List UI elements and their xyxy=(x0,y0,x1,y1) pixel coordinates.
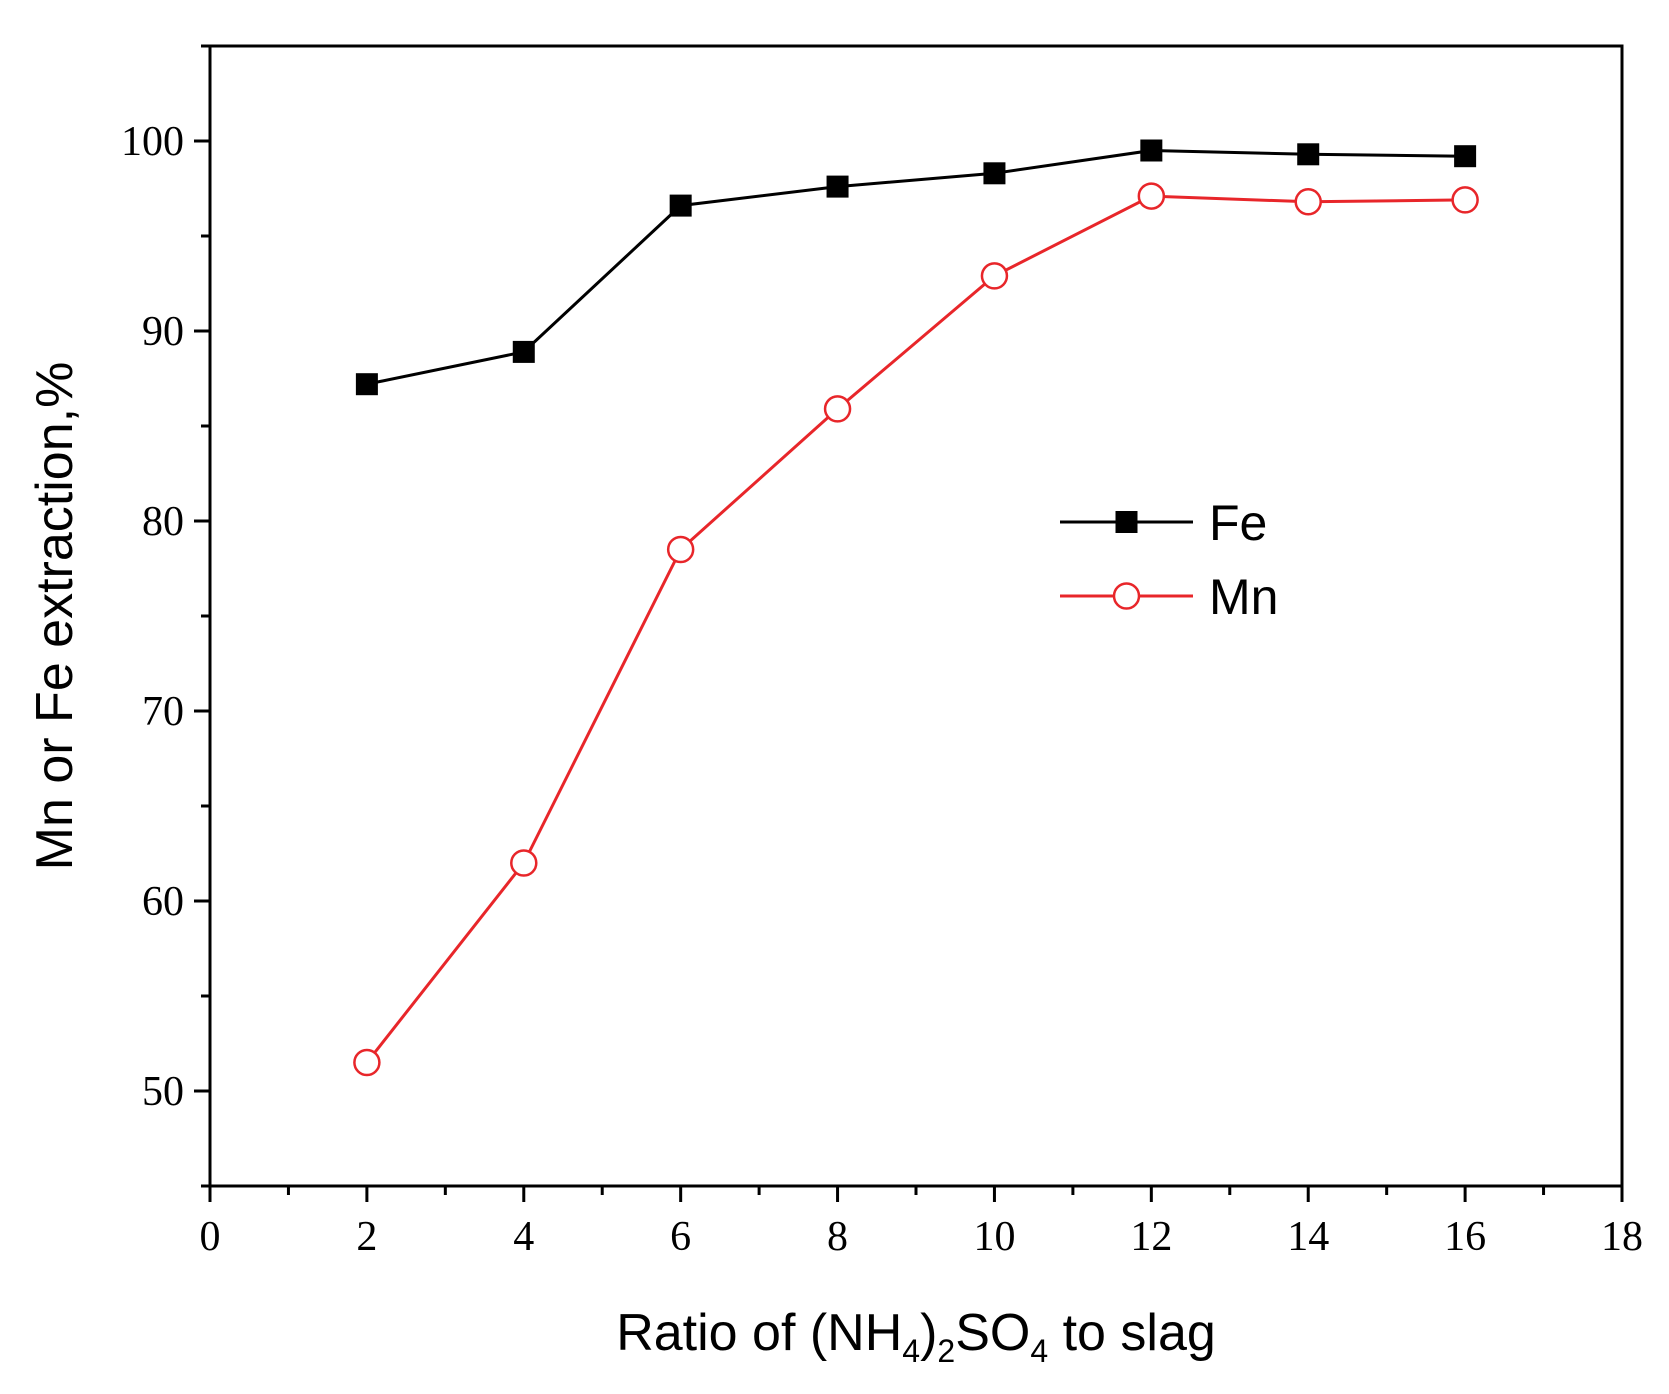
series-line-mn xyxy=(365,194,1466,1064)
series-line-fe xyxy=(366,148,1466,386)
data-point-mn xyxy=(1451,186,1479,214)
data-point-mn xyxy=(666,535,695,564)
x-tick-label: 18 xyxy=(1601,1214,1643,1260)
data-point-fe xyxy=(983,162,1006,185)
x-tick-label: 2 xyxy=(356,1214,377,1260)
y-tick-label: 50 xyxy=(142,1069,184,1115)
y-axis-title: Mn or Fe extraction,% xyxy=(26,362,84,871)
legend-marker-mn xyxy=(1112,582,1141,610)
data-point-fe xyxy=(826,175,849,198)
plot-frame xyxy=(208,44,1624,1188)
x-title-subscript: 2 xyxy=(937,1333,955,1369)
x-tick-label: 16 xyxy=(1444,1214,1486,1260)
legend: Fe Mn xyxy=(1060,495,1278,625)
data-point-mn xyxy=(1294,188,1322,216)
data-point-fe xyxy=(355,373,378,396)
data-point-fe xyxy=(512,340,535,363)
data-point-mn xyxy=(980,262,1009,290)
data-point-mn xyxy=(1137,182,1166,210)
data-point-fe xyxy=(1454,145,1477,168)
data-point-mn xyxy=(353,1048,381,1077)
x-tick-label: 10 xyxy=(973,1214,1015,1260)
x-axis-title: Ratio of (NH4)2SO4 to slag xyxy=(616,1304,1216,1369)
series-mn xyxy=(353,182,1479,1077)
data-point-mn xyxy=(823,395,852,423)
x-tick-label: 4 xyxy=(513,1214,534,1260)
x-axis-ticks: 0 2 4 6 8 10 12 14 16 18 xyxy=(200,1186,1643,1260)
x-tick-label: 6 xyxy=(670,1214,691,1260)
legend-label-fe: Fe xyxy=(1209,495,1267,551)
x-title-subscript: 4 xyxy=(902,1333,920,1369)
y-tick-label: 90 xyxy=(142,309,184,355)
data-point-mn xyxy=(510,849,538,877)
data-point-fe xyxy=(669,194,692,217)
x-tick-label: 8 xyxy=(827,1214,848,1260)
x-tick-label: 12 xyxy=(1130,1214,1172,1260)
x-title-segment: SO xyxy=(955,1304,1030,1362)
x-title-subscript: 4 xyxy=(1030,1333,1048,1369)
x-tick-label: 0 xyxy=(200,1214,221,1260)
x-title-segment: Ratio of (NH xyxy=(616,1304,902,1362)
y-tick-label: 100 xyxy=(121,119,184,165)
x-tick-label: 14 xyxy=(1287,1214,1329,1260)
data-point-fe xyxy=(1140,139,1163,162)
y-axis-ticks: 50 60 70 80 90 100 xyxy=(121,44,210,1188)
x-title-segment: to slag xyxy=(1048,1304,1216,1362)
y-tick-label: 70 xyxy=(142,689,184,735)
series-layer xyxy=(353,139,1479,1077)
legend-label-mn: Mn xyxy=(1209,569,1278,625)
series-fe xyxy=(355,139,1477,396)
y-tick-label: 80 xyxy=(142,499,184,545)
legend-marker-fe xyxy=(1115,511,1138,533)
y-tick-label: 60 xyxy=(142,879,184,925)
data-point-fe xyxy=(1297,143,1320,166)
x-title-segment: ) xyxy=(920,1304,937,1362)
